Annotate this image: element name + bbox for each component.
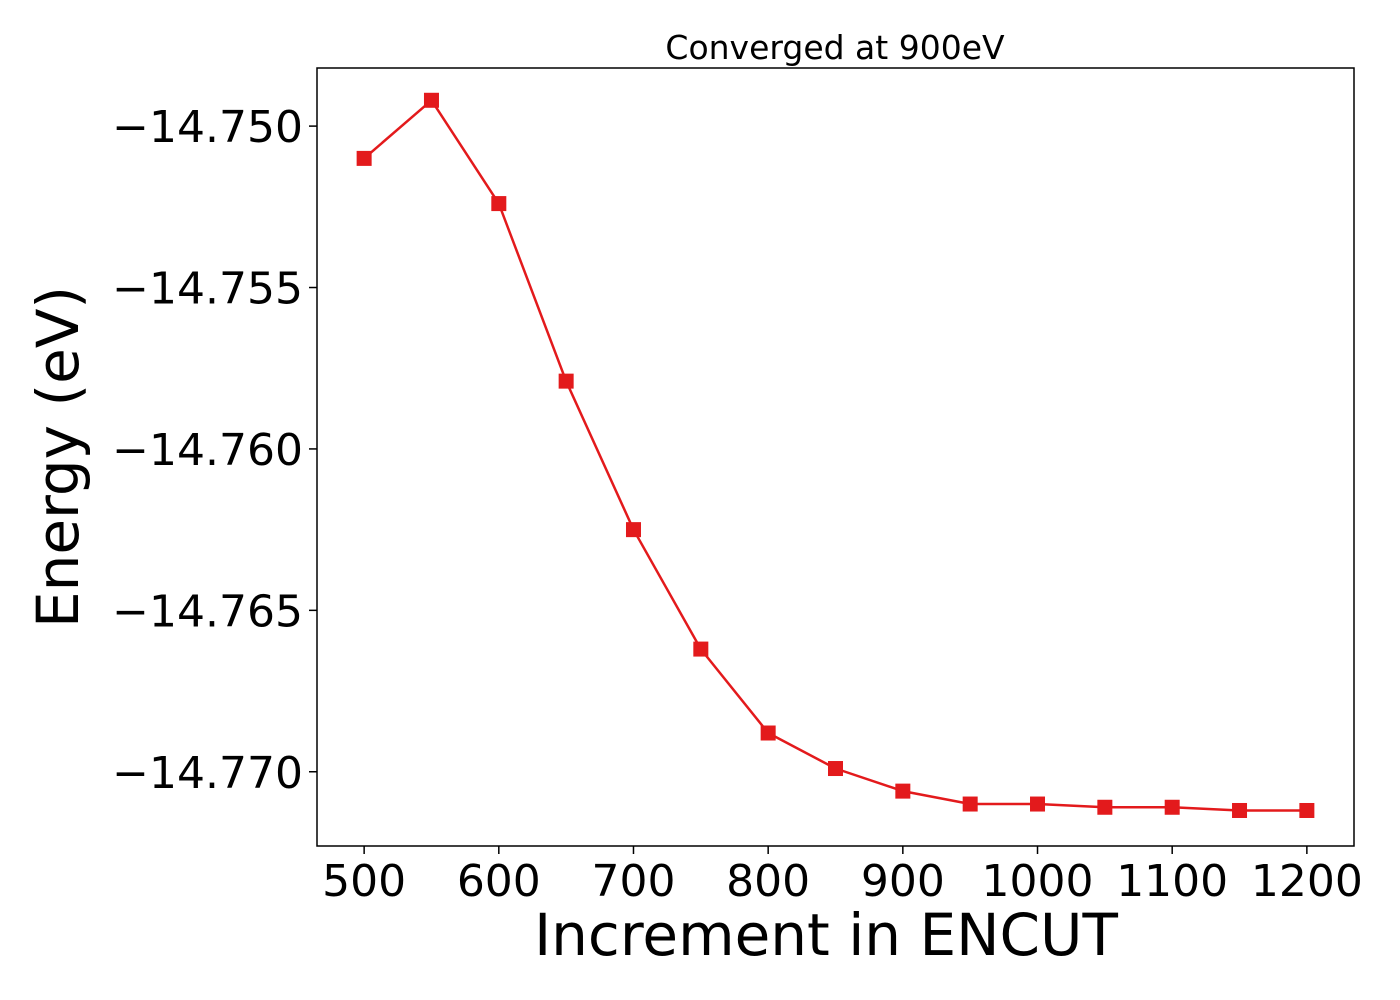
data-point bbox=[1030, 796, 1046, 812]
chart-title: Converged at 900eV bbox=[665, 28, 1005, 67]
data-point bbox=[895, 783, 911, 799]
y-tick-label: −14.765 bbox=[112, 586, 303, 637]
data-point bbox=[962, 796, 978, 812]
data-point bbox=[1232, 802, 1248, 818]
x-tick-label: 700 bbox=[591, 856, 675, 907]
y-tick-label: −14.750 bbox=[112, 102, 303, 153]
x-axis-title: Increment in ENCUT bbox=[534, 901, 1118, 969]
data-point bbox=[1097, 799, 1113, 815]
data-point bbox=[693, 641, 709, 657]
x-axis-ticks: 500 600 700 800 900 1000 1100 1200 bbox=[322, 846, 1363, 907]
data-point bbox=[625, 522, 641, 538]
x-tick-label: 1000 bbox=[982, 856, 1094, 907]
series-layer bbox=[356, 92, 1315, 818]
data-point bbox=[491, 196, 507, 212]
y-axis-title: Energy (eV) bbox=[24, 286, 92, 628]
plot-frame bbox=[316, 67, 1355, 847]
data-point bbox=[558, 373, 574, 389]
data-point bbox=[423, 92, 439, 108]
data-point bbox=[1299, 802, 1315, 818]
y-axis-ticks: −14.750 −14.755 −14.760 −14.765 −14.770 bbox=[112, 102, 317, 799]
data-point bbox=[760, 725, 776, 741]
x-tick-label: 500 bbox=[322, 856, 406, 907]
y-tick-label: −14.755 bbox=[112, 264, 303, 315]
x-tick-label: 1200 bbox=[1251, 856, 1363, 907]
y-tick-label: −14.760 bbox=[112, 425, 303, 476]
y-tick-label: −14.770 bbox=[112, 748, 303, 799]
data-point bbox=[356, 150, 372, 166]
data-point bbox=[828, 761, 843, 777]
x-tick-label: 1100 bbox=[1116, 856, 1228, 907]
data-point bbox=[1164, 799, 1180, 815]
x-tick-label: 900 bbox=[861, 856, 945, 907]
x-tick-label: 800 bbox=[726, 856, 810, 907]
x-tick-label: 600 bbox=[457, 856, 541, 907]
